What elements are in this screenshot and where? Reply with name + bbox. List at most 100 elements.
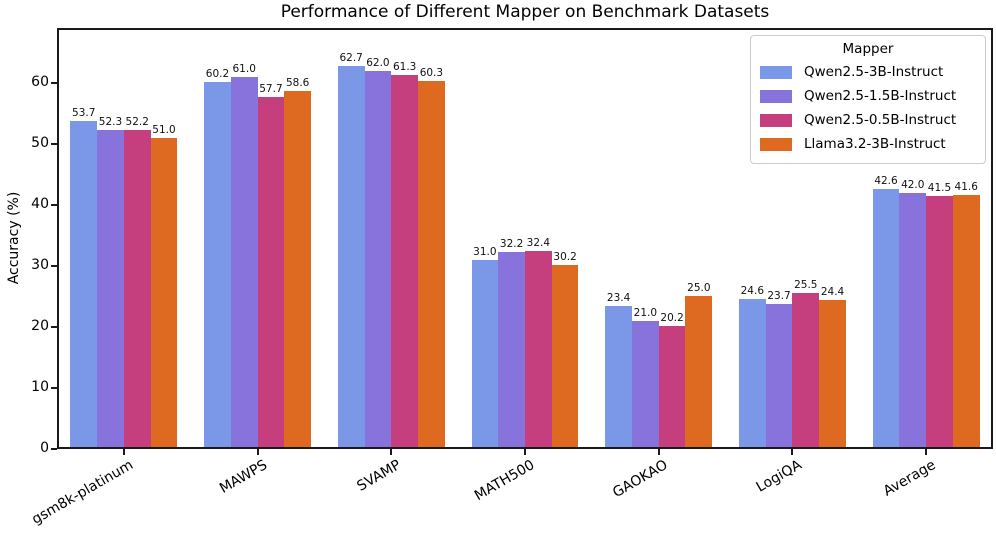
bar-value-label: 32.4 <box>526 237 551 250</box>
bar-MATH500-Qwen2.5-3B-Instruct <box>471 259 499 449</box>
bar-value-label: 61.3 <box>392 60 417 73</box>
x-tick-mark <box>925 449 928 455</box>
legend-swatch <box>760 89 792 103</box>
y-tick-label: 50 <box>31 134 49 151</box>
legend-swatch <box>760 113 792 127</box>
legend-swatch <box>760 137 792 151</box>
x-tick-mark <box>657 449 660 455</box>
legend-label: Qwen2.5-3B-Instruct <box>804 64 944 80</box>
bar-MATH500-Qwen2.5-0.5B-Instruct <box>525 251 552 449</box>
y-tick-label: 30 <box>31 256 49 273</box>
bar-GAOKAO-Qwen2.5-3B-Instruct <box>605 306 632 449</box>
bar-GAOKAO-Llama3.2-3B-Instruct <box>685 296 713 449</box>
plot-area: 53.7 52.3 52.2 51.0 60.2 61.0 57.7 58.6 62.7 62.0… <box>57 28 993 449</box>
legend-label: Llama3.2-3B-Instruct <box>804 136 946 152</box>
x-tick-label-Average: Average <box>880 457 939 500</box>
bar-value-label: 42.6 <box>874 174 898 187</box>
bar-value-label: 21.0 <box>633 306 658 319</box>
y-tick-mark <box>51 325 57 328</box>
x-tick-mark <box>122 449 125 455</box>
legend-row-Qwen2.5-0.5B-Instruct: Qwen2.5-0.5B-Instruct <box>760 108 976 132</box>
bar-value-label: 62.7 <box>339 52 363 65</box>
bar-GAOKAO-Qwen2.5-0.5B-Instruct <box>658 325 686 449</box>
bar-value-label: 58.6 <box>285 77 310 90</box>
bar-value-label: 25.5 <box>794 279 818 292</box>
bar-SVAMP-Qwen2.5-0.5B-Instruct <box>391 74 419 449</box>
bar-value-label: 52.3 <box>98 115 123 128</box>
legend-row-Qwen2.5-3B-Instruct: Qwen2.5-3B-Instruct <box>760 60 976 84</box>
bar-gsm8k-platinum-Qwen2.5-3B-Instruct <box>70 121 98 449</box>
bar-value-label: 41.6 <box>954 181 978 194</box>
y-tick-mark <box>51 448 57 450</box>
bar-value-label: 60.2 <box>205 67 230 80</box>
y-tick-mark <box>51 264 57 267</box>
bar-value-label: 60.3 <box>419 66 444 79</box>
legend-row-Llama3.2-3B-Instruct: Llama3.2-3B-Instruct <box>760 132 976 156</box>
bar-gsm8k-platinum-Qwen2.5-1.5B-Instruct <box>97 129 124 449</box>
bar-Average-Qwen2.5-1.5B-Instruct <box>899 192 927 449</box>
x-tick-label-gsm8k-platinum: gsm8k-platinum <box>29 457 136 528</box>
legend-items: Qwen2.5-3B-Instruct Qwen2.5-1.5B-Instruct… <box>760 60 976 156</box>
bar-Average-Llama3.2-3B-Instruct <box>952 195 980 449</box>
x-tick-mark <box>390 449 393 455</box>
bar-Average-Qwen2.5-0.5B-Instruct <box>926 195 953 449</box>
bar-value-label: 32.2 <box>499 238 524 251</box>
bar-value-label: 57.7 <box>259 82 283 95</box>
legend-title: Mapper <box>842 41 894 57</box>
y-tick-label: 10 <box>31 378 49 395</box>
bar-Average-Qwen2.5-3B-Instruct <box>872 188 900 449</box>
bar-gsm8k-platinum-Llama3.2-3B-Instruct <box>150 137 178 449</box>
bar-LogiQA-Llama3.2-3B-Instruct <box>819 300 846 449</box>
y-tick-label: 40 <box>31 195 49 212</box>
bar-value-label: 24.4 <box>820 286 845 299</box>
bar-value-label: 61.0 <box>232 62 256 75</box>
chart-title: Performance of Different Mapper on Bench… <box>280 2 770 22</box>
bar-value-label: 31.0 <box>473 245 497 258</box>
bar-value-label: 62.0 <box>366 56 390 69</box>
bar-MAWPS-Qwen2.5-1.5B-Instruct <box>230 76 258 449</box>
x-tick-mark <box>524 449 526 455</box>
y-tick-mark <box>51 142 57 145</box>
y-tick-mark <box>51 81 57 84</box>
bar-LogiQA-Qwen2.5-1.5B-Instruct <box>765 304 793 449</box>
x-tick-label-MAWPS: MAWPS <box>216 457 270 497</box>
bar-gsm8k-platinum-Qwen2.5-0.5B-Instruct <box>123 130 151 449</box>
bar-MAWPS-Llama3.2-3B-Instruct <box>284 91 312 449</box>
bar-value-label: 42.0 <box>901 178 925 191</box>
legend: Mapper Qwen2.5-3B-Instruct Qwen2.5-1.5B-I… <box>750 35 986 164</box>
bar-MATH500-Llama3.2-3B-Instruct <box>551 264 579 449</box>
bar-SVAMP-Qwen2.5-1.5B-Instruct <box>364 70 392 449</box>
legend-label: Qwen2.5-0.5B-Instruct <box>804 112 957 128</box>
bar-value-label: 53.7 <box>72 107 96 120</box>
y-tick-label: 60 <box>31 73 49 90</box>
legend-row-Qwen2.5-1.5B-Instruct: Qwen2.5-1.5B-Instruct <box>760 84 976 108</box>
bar-GAOKAO-Qwen2.5-1.5B-Instruct <box>631 320 659 449</box>
x-tick-label-MATH500: MATH500 <box>471 457 537 505</box>
bar-LogiQA-Qwen2.5-3B-Instruct <box>738 298 766 449</box>
bar-value-label: 20.2 <box>660 311 684 324</box>
x-tick-label-GAOKAO: GAOKAO <box>610 457 671 502</box>
x-tick-label-LogiQA: LogiQA <box>753 457 805 496</box>
bar-value-label: 52.2 <box>125 116 149 129</box>
y-tick-label: 20 <box>31 317 49 334</box>
bar-value-label: 25.0 <box>687 282 711 295</box>
y-tick-label: 0 <box>40 440 49 456</box>
x-tick-mark <box>791 449 794 455</box>
legend-label: Qwen2.5-1.5B-Instruct <box>804 88 957 104</box>
x-tick-label-SVAMP: SVAMP <box>354 457 404 495</box>
bar-SVAMP-Llama3.2-3B-Instruct <box>418 80 445 449</box>
y-tick-mark <box>51 203 57 206</box>
bar-value-label: 41.5 <box>927 181 952 194</box>
bar-value-label: 23.7 <box>767 290 791 303</box>
legend-swatch <box>760 65 792 79</box>
bar-value-label: 30.2 <box>553 250 577 263</box>
bar-MATH500-Qwen2.5-1.5B-Instruct <box>498 252 525 449</box>
bar-MAWPS-Qwen2.5-0.5B-Instruct <box>257 96 285 449</box>
bar-value-label: 23.4 <box>606 292 631 305</box>
bar-value-label: 24.6 <box>740 284 765 297</box>
bar-SVAMP-Qwen2.5-3B-Instruct <box>337 66 365 449</box>
bar-MAWPS-Qwen2.5-3B-Instruct <box>204 81 231 449</box>
y-tick-mark <box>51 386 57 389</box>
x-tick-mark <box>256 449 259 455</box>
